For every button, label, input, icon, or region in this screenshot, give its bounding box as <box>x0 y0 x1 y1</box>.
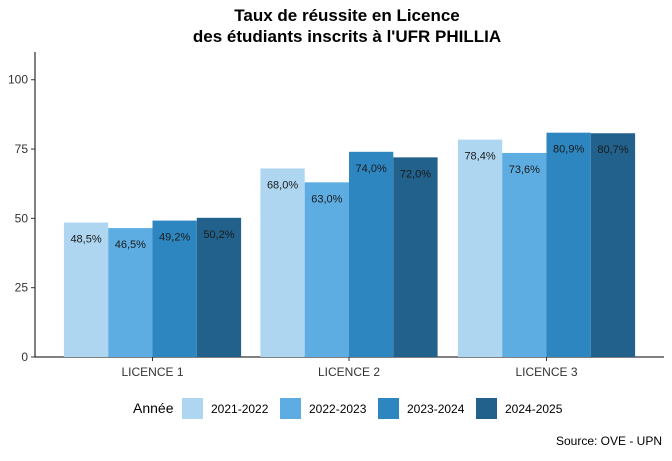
bar <box>393 157 438 357</box>
bar <box>590 133 636 357</box>
bar <box>304 182 349 357</box>
x-axis: LICENCE 1 LICENCE 2 LICENCE 3 <box>35 356 664 379</box>
bar-value-label: 78,4% <box>464 151 495 163</box>
source-note: Source: OVE - UPN <box>556 434 662 448</box>
bar <box>457 139 503 357</box>
legend-swatch <box>280 398 301 419</box>
y-tick-label: 100 <box>8 73 28 87</box>
bar <box>108 228 153 357</box>
bar-value-label: 73,6% <box>509 164 540 176</box>
bar-value-label: 50,2% <box>203 229 234 241</box>
y-tick-label: 75 <box>15 142 29 156</box>
bar-value-label: 68,0% <box>267 179 298 191</box>
legend-label: 2022-2023 <box>309 402 367 416</box>
legend-swatch <box>476 398 497 419</box>
y-tick-label: 50 <box>15 211 29 225</box>
bar-value-label: 49,2% <box>159 232 190 244</box>
bar-value-label: 72,0% <box>400 168 431 180</box>
bar-value-label: 74,0% <box>356 163 387 175</box>
bar-value-label: 46,5% <box>115 239 146 251</box>
legend-label: 2021-2022 <box>211 402 269 416</box>
bar <box>152 220 197 357</box>
bar <box>260 168 305 357</box>
y-tick-label: 25 <box>15 281 29 295</box>
legend-label: 2024-2025 <box>505 402 563 416</box>
bar <box>502 152 547 357</box>
x-tick-label: LICENCE 1 <box>121 365 183 379</box>
bars-group: 48,5% 46,5% 49,2% 50,2% 68,0% 63,0% 74,0% 72,0%… <box>63 132 636 357</box>
bar <box>63 222 109 357</box>
legend-swatch <box>182 398 203 419</box>
legend-swatch <box>378 398 399 419</box>
legend-title: Année <box>133 400 174 416</box>
x-tick-label: LICENCE 2 <box>318 365 380 379</box>
bar <box>349 151 394 357</box>
bar <box>546 132 591 357</box>
bar <box>196 217 242 357</box>
legend-label: 2023-2024 <box>407 402 465 416</box>
y-axis: 0 25 50 75 100 <box>8 52 36 364</box>
chart-title-line-2: des étudiants inscrits à l'UFR PHILLIA <box>193 27 501 46</box>
chart-title-line-1: Taux de réussite en Licence <box>234 6 460 25</box>
y-tick-label: 0 <box>21 350 28 364</box>
x-tick-label: LICENCE 3 <box>515 365 577 379</box>
bar-value-label: 80,7% <box>597 144 628 156</box>
bar-value-label: 80,9% <box>553 144 584 156</box>
bar-value-label: 48,5% <box>70 234 101 246</box>
bar-value-label: 63,0% <box>311 193 342 205</box>
legend: Année 2021-2022 2022-2023 2023-2024 2024-202… <box>133 398 563 419</box>
